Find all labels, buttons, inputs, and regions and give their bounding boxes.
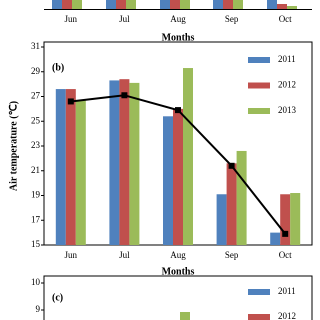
legend-swatch <box>248 82 270 89</box>
x-tick-label: Sep <box>225 14 239 24</box>
panel-a-stubs <box>44 0 312 10</box>
bar <box>226 163 237 245</box>
bar <box>55 89 66 245</box>
y-tick-label: 21 <box>31 165 40 175</box>
bar <box>183 68 193 245</box>
y-tick-label: 29 <box>31 66 41 76</box>
panel-label: (c) <box>52 292 63 303</box>
bar <box>119 79 130 245</box>
bar <box>75 100 86 246</box>
legend-label: 2013 <box>278 105 297 115</box>
x-axis-title: Months <box>162 266 195 277</box>
mean-marker <box>282 230 289 237</box>
y-tick-label: 17 <box>31 214 41 224</box>
x-tick-label: Jun <box>65 250 78 260</box>
plot-frame <box>43 275 313 320</box>
y-tick-label: 31 <box>31 41 40 51</box>
x-tick-label: Oct <box>279 250 292 260</box>
x-axis-title: Months <box>162 32 195 43</box>
x-tick-label: Aug <box>170 250 186 260</box>
mean-marker <box>228 162 235 169</box>
legend-swatch <box>248 57 270 63</box>
y-axis-title: Air temperature (℃) <box>8 101 19 191</box>
x-tick-label: Sep <box>225 250 239 260</box>
x-tick-label: Jul <box>119 250 130 260</box>
y-tick-label: 9 <box>36 304 41 314</box>
legend-label: 2012 <box>278 80 296 90</box>
bar <box>216 194 227 245</box>
bar <box>129 82 140 245</box>
legend-label: 2011 <box>278 286 296 296</box>
x-tick-label: Jun <box>65 14 78 24</box>
bar <box>65 89 76 245</box>
mean-marker <box>121 92 128 99</box>
mean-marker <box>67 98 74 105</box>
y-tick-label: 27 <box>31 91 41 101</box>
legend-label: 2012 <box>278 311 296 320</box>
bar <box>109 80 120 245</box>
legend-swatch <box>248 108 270 114</box>
legend-swatch <box>248 289 270 295</box>
legend-label: 2011 <box>278 54 296 64</box>
bar <box>173 108 183 245</box>
x-tick-label: Aug <box>170 14 186 24</box>
y-tick-label: 19 <box>31 190 41 200</box>
y-tick-label: 23 <box>31 140 41 150</box>
x-tick-label: Oct <box>279 14 292 24</box>
panel-label: (b) <box>52 62 64 73</box>
y-tick-label: 15 <box>31 239 41 249</box>
y-tick-label: 10 <box>31 277 41 287</box>
bar <box>236 150 247 245</box>
bar <box>280 194 291 245</box>
legend-swatch <box>248 314 270 320</box>
bar <box>290 193 301 245</box>
y-tick-label: 25 <box>31 115 41 125</box>
bar <box>163 116 173 245</box>
bar <box>270 232 281 245</box>
bar-stub <box>180 312 190 320</box>
x-tick-label: Jul <box>119 14 130 24</box>
mean-marker <box>175 107 181 114</box>
